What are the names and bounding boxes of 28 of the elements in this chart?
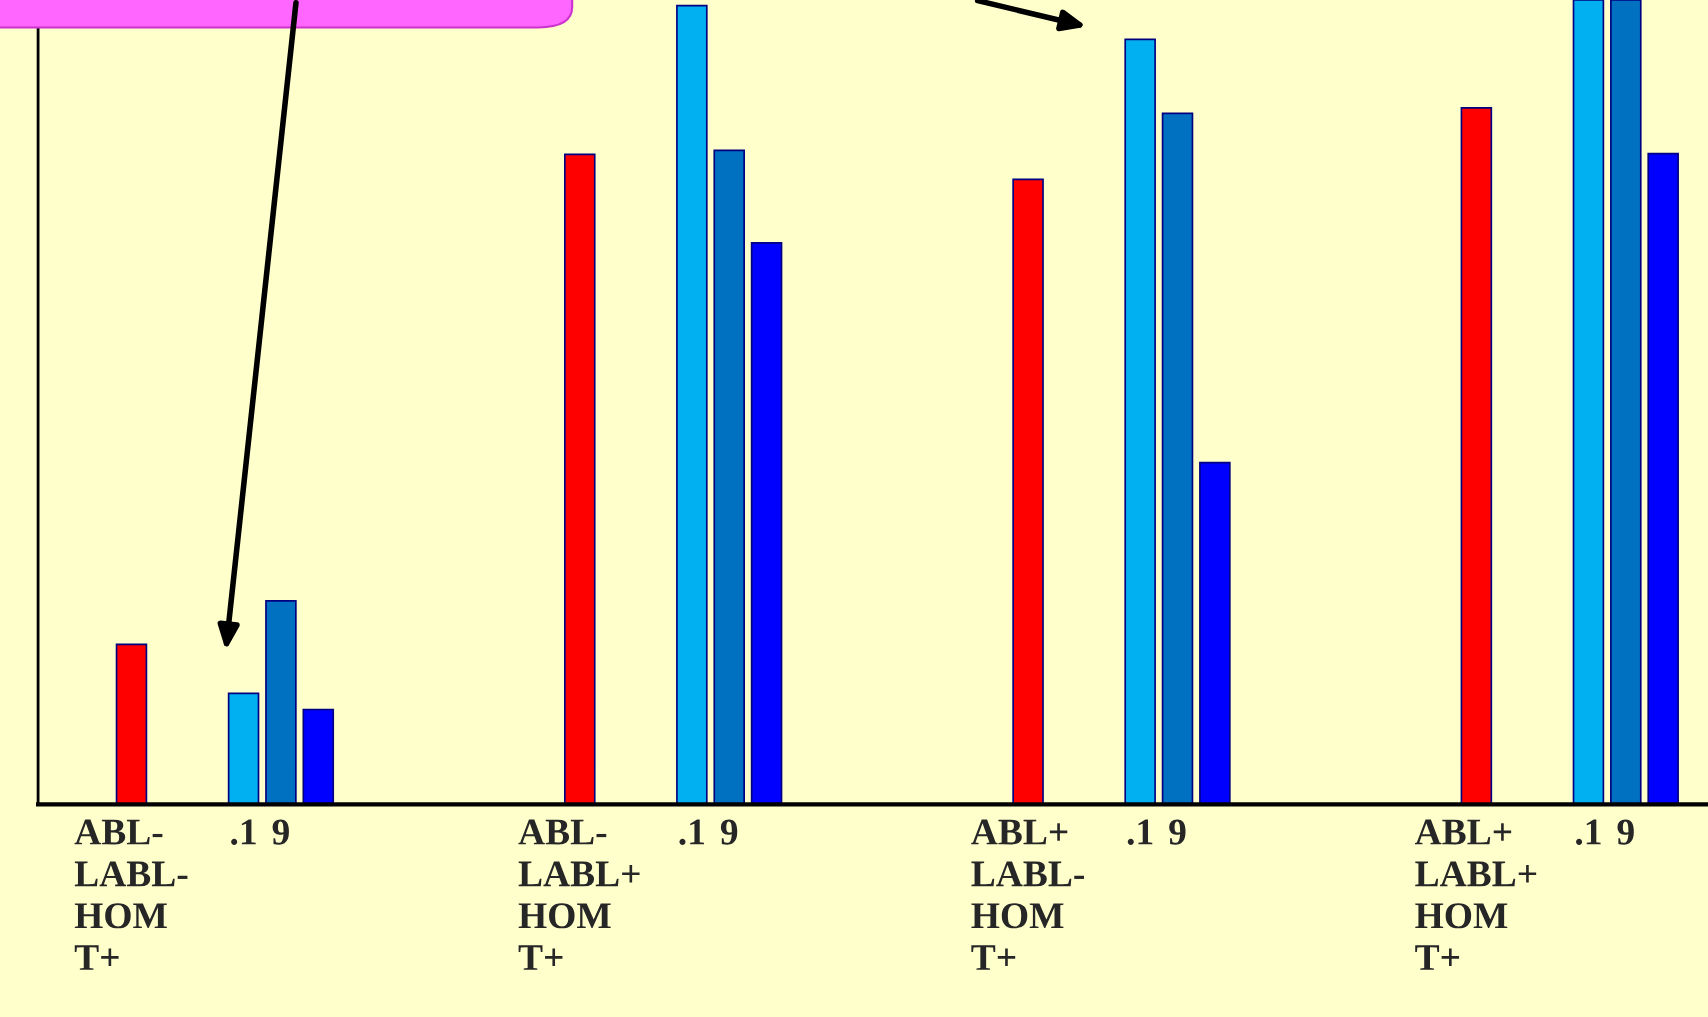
bar [1610, 0, 1642, 805]
x-tick-label: 9 [1169, 819, 1186, 845]
x-tick-label: .1 [231, 819, 256, 845]
bar [1012, 178, 1044, 805]
x-tick-label: 9 [720, 819, 738, 845]
x-tick-label: ABL+ LABL+ HOM T+ [1415, 819, 1537, 970]
bar [227, 692, 260, 805]
bar [564, 153, 596, 805]
x-tick-label: ABL- LABL+ HOM T+ [518, 819, 640, 970]
x-tick-label: 9 [1617, 819, 1634, 845]
x-tick-label: .1 [1576, 819, 1601, 845]
bar [750, 242, 783, 805]
bar [1124, 38, 1156, 805]
bar [1460, 106, 1493, 805]
bar [1572, 0, 1605, 805]
bar [1161, 112, 1194, 805]
bar [1199, 461, 1231, 805]
x-tick-label: 9 [272, 819, 289, 845]
bar [713, 149, 745, 805]
bar [115, 643, 148, 805]
x-tick-label: .1 [679, 819, 704, 845]
x-tick-label: ABL+ LABL- HOM T+ [971, 819, 1085, 970]
bar [676, 4, 708, 805]
x-tick-label: ABL- LABL- HOM T+ [74, 819, 188, 970]
bar [302, 708, 335, 805]
x-tick-label: .1 [1127, 819, 1153, 845]
bar [1647, 152, 1679, 805]
bar [265, 600, 297, 805]
